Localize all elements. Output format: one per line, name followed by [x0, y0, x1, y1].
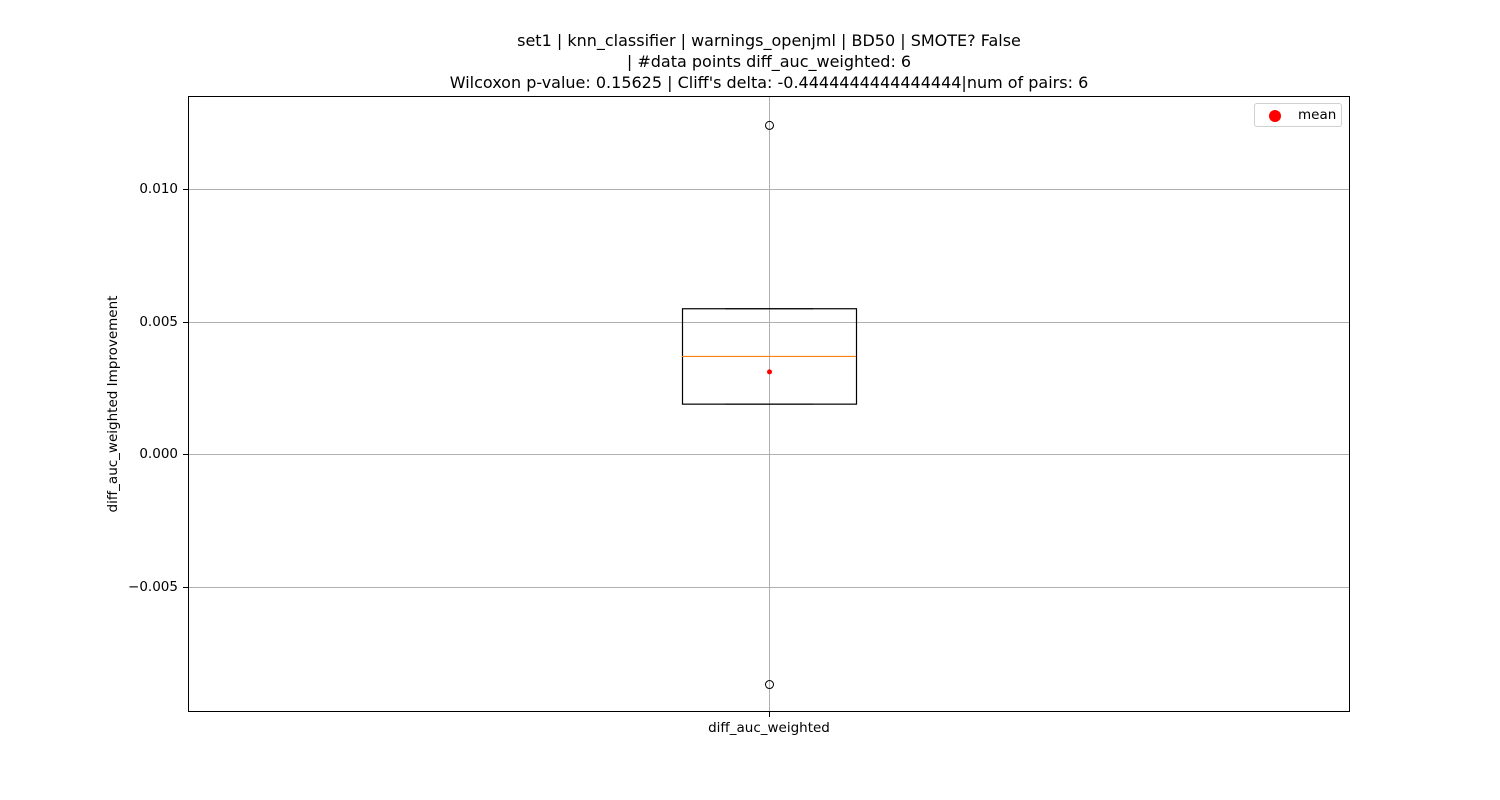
- mean-marker: [767, 369, 772, 375]
- box-layer: [681, 120, 858, 690]
- legend-mean-label: mean: [1298, 107, 1337, 123]
- legend-mean-marker: [1269, 110, 1281, 122]
- chart-title-line-1: set1 | knn_classifier | warnings_openjml…: [517, 31, 1021, 50]
- y-tick-label: −0.005: [128, 578, 178, 595]
- y-tick-label: 0.010: [139, 181, 178, 197]
- y-tick-label: 0.000: [139, 446, 178, 462]
- legend: mean: [1254, 103, 1342, 127]
- chart-title-line-3: Wilcoxon p-value: 0.15625 | Cliff's delt…: [449, 73, 1089, 92]
- outlier-point: [765, 120, 774, 130]
- chart-title-line-2: | #data points diff_auc_weighted: 6: [626, 52, 912, 71]
- tick-layer: [183, 189, 770, 717]
- outlier-point: [765, 680, 774, 690]
- x-tick-label: diff_auc_weighted: [708, 720, 830, 736]
- axes-frame: [188, 96, 1350, 712]
- y-axis-label: diff_auc_weighted Improvement: [105, 295, 121, 513]
- y-tick-label: 0.005: [139, 313, 178, 330]
